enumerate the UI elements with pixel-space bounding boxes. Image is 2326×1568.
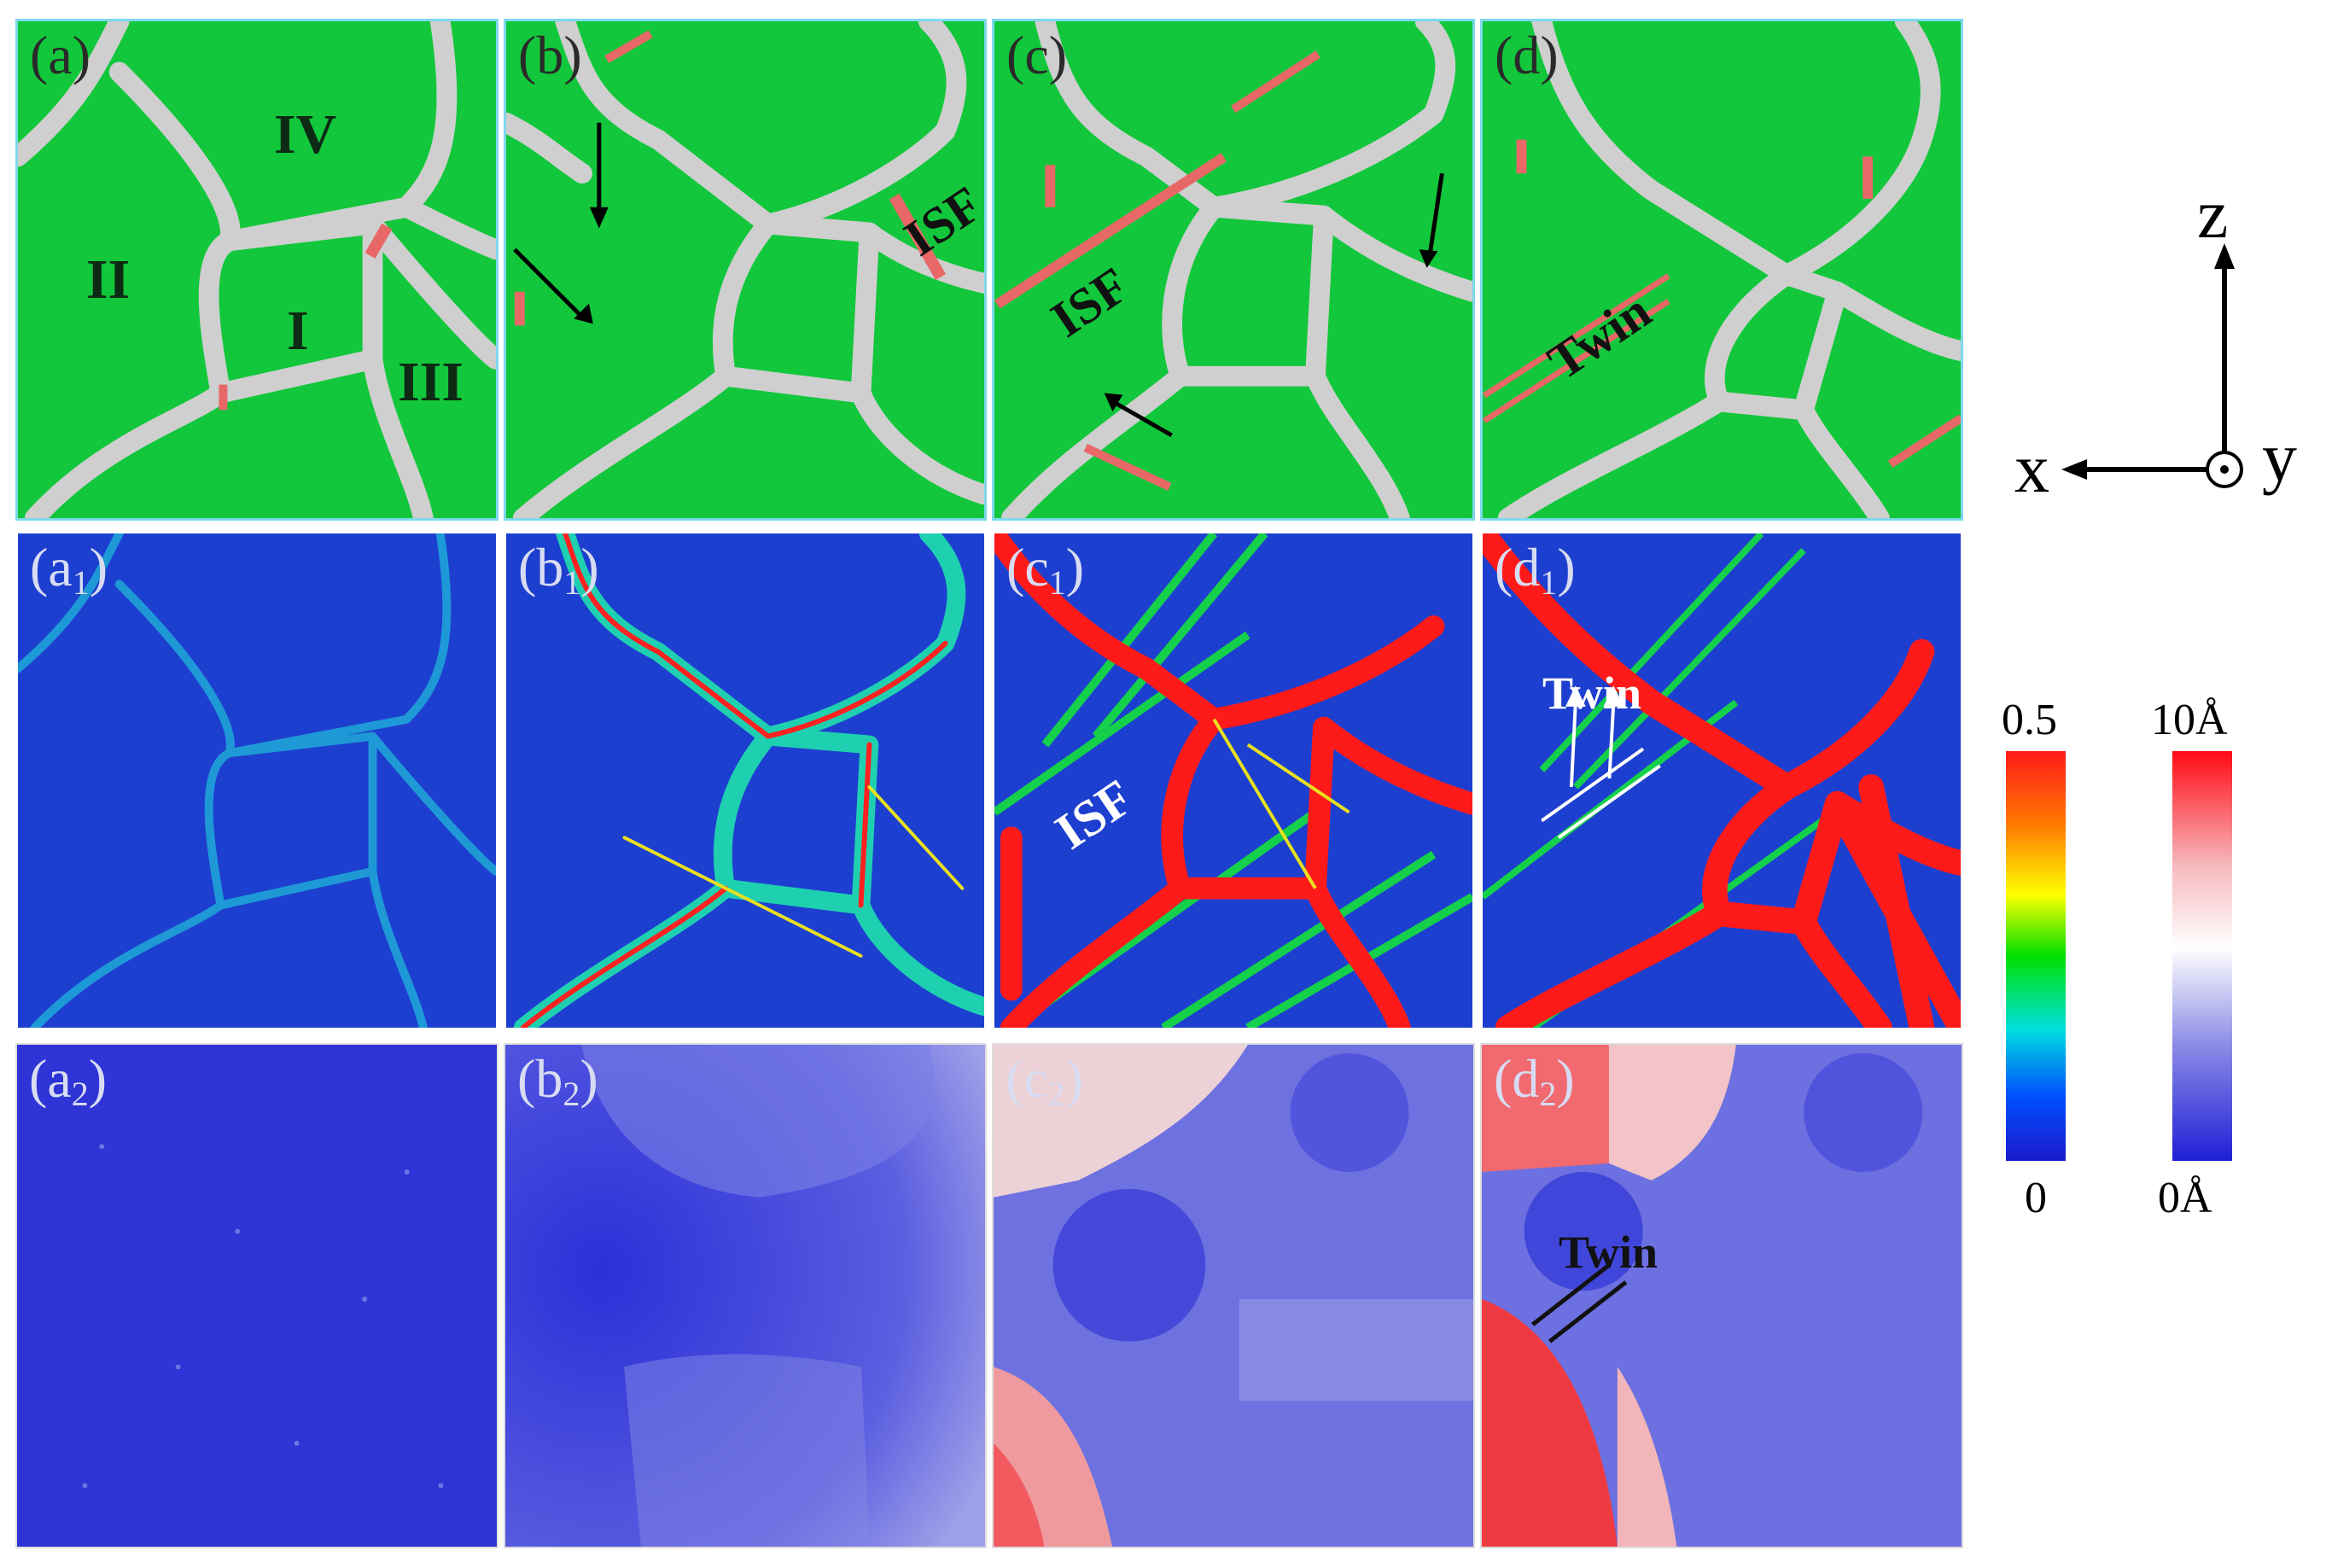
panel-d1: (d1) Twin [1480,531,1963,1030]
panel-d1-strain-map [1483,533,1961,1028]
panel-d-label: (d) [1495,25,1559,85]
panel-c1-strain-map [994,533,1472,1028]
panel-a-structure-map [18,21,496,518]
panel-a1: (a1) [15,531,498,1030]
displacement-colorbar-min-label: 0Å [2158,1174,2212,1222]
panel-a: (a) IV II I III [15,19,498,521]
panel-d2-displacement-map [1482,1045,1962,1547]
axis-y-label: y [2262,418,2297,496]
axis-z-label: z [2197,175,2229,253]
panel-c1: (c1) ISF [992,531,1475,1030]
coordinate-axes [2061,243,2243,488]
panel-b1-strain-map [506,533,984,1028]
displacement-colorbar [2172,751,2232,1161]
panel-b-structure-map [506,21,984,518]
grain-label-ii: II [86,248,131,311]
panel-c: (c) ISF [992,19,1475,521]
panel-c-structure-map [994,21,1472,518]
displacement-colorbar-max-label: 10Å [2151,696,2228,744]
panel-d: (d) Twin [1480,19,1963,521]
panel-c-label: (c) [1006,25,1068,85]
panel-b2: (b2) [504,1043,987,1548]
panel-a1-label: (a1) [30,537,108,602]
panel-b2-displacement-map [505,1045,985,1547]
panel-d2-label: (d2) [1494,1048,1575,1113]
grain-label-i: I [287,300,309,362]
axis-x-label: x [2014,429,2049,507]
panel-d-structure-map [1483,21,1961,518]
panel-a1-strain-map [18,533,496,1028]
panel-d2: (d2) Twin [1480,1043,1963,1548]
panel-a2: (a2) [15,1043,498,1548]
panel-b2-label: (b2) [517,1048,598,1113]
strain-colorbar-max-label: 0.5 [2002,696,2057,744]
panel-a2-label: (a2) [29,1048,108,1113]
panel-a2-displacement-map [17,1045,497,1547]
panel-b1-label: (b1) [518,537,599,602]
grain-label-iv: IV [274,103,337,166]
strain-colorbar-min-label: 0 [2025,1174,2047,1222]
panel-a-label: (a) [30,25,91,85]
panel-d1-label: (d1) [1495,537,1576,602]
panel-d2-twin-annotation: Twin [1559,1227,1659,1278]
panel-c2: (c2) [992,1043,1475,1548]
panel-c2-displacement-map [994,1045,1473,1547]
strain-colorbar [2006,751,2066,1161]
panel-c2-label: (c2) [1006,1048,1084,1113]
grain-label-iii: III [398,351,464,413]
panel-b1: (b1) [504,531,987,1030]
panel-d1-twin-annotation: Twin [1542,667,1642,719]
panel-b-label: (b) [518,25,582,85]
panel-b: (b) ISF [504,19,987,521]
panel-c1-label: (c1) [1006,537,1085,602]
